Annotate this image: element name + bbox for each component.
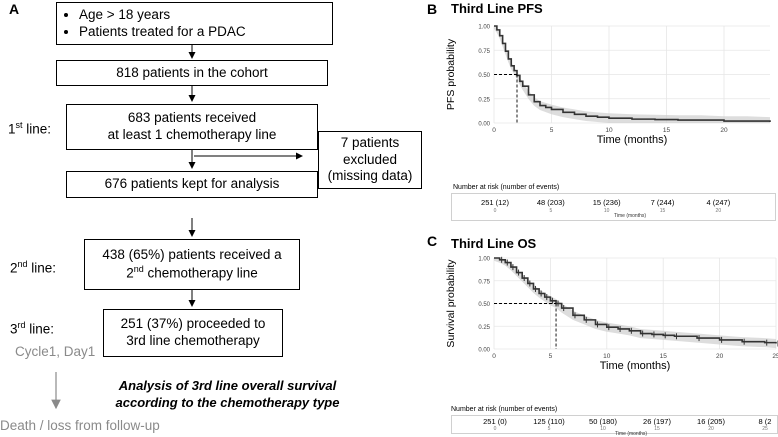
third-line-text-2: 3rd line chemotherapy [126, 333, 260, 348]
pfs-ytick-label: 0.00 [478, 122, 490, 128]
criteria-age: Age > 18 years [79, 7, 246, 24]
excluded-text-1: 7 patients [340, 134, 400, 150]
excluded-text-3: (missing data) [327, 168, 413, 184]
pfs-xtick-label: 15 [663, 127, 671, 134]
pfs-xtick-label: 5 [550, 127, 554, 134]
third-line-box: 251 (37%) proceeded to 3rd line chemothe… [103, 309, 283, 357]
os-risk-value: 125 (110) [533, 417, 565, 426]
os-chart: 0.00 0.25 0.50 0.75 1.00 0 5 10 15 20 25 Time (mont… [445, 257, 778, 372]
kept-box: 676 patients kept for analysis [66, 171, 318, 198]
panel-label-a: A [9, 1, 20, 17]
os-risk-title: Number at risk (number of events) [451, 406, 558, 413]
third-line-text-1: 251 (37%) proceeded to [120, 316, 266, 332]
os-risk-value: 251 (0) [483, 417, 507, 426]
os-ytick-label: 0.25 [478, 325, 490, 331]
pfs-ytick-label: 0.75 [478, 49, 490, 55]
os-risk-value: 16 (205) [697, 417, 725, 426]
pfs-risk-value: 15 (236) [592, 198, 621, 207]
os-xtick-label: 0 [492, 353, 496, 360]
pfs-ytick-label: 0.25 [478, 97, 490, 103]
pfs-xtick-label: 0 [492, 127, 496, 134]
first-line-label: 1st line: [8, 120, 52, 137]
os-risk-tick: 0 [493, 426, 497, 432]
os-xtick-label: 25 [772, 353, 778, 360]
pfs-ytick-label: 1.00 [478, 25, 490, 31]
pfs-risk-axis-label: Time (months) [614, 213, 647, 219]
os-km-curve [494, 257, 777, 344]
criteria-pdac: Patients treated for a PDAC [79, 24, 246, 41]
pfs-ytick-label: 0.50 [478, 73, 490, 79]
pfs-xtick-label: 20 [720, 127, 728, 134]
os-ytick-label: 0.50 [478, 302, 490, 308]
pfs-km-curve [494, 25, 771, 123]
received-text-2: at least 1 chemotherapy line [107, 127, 277, 142]
pfs-risk-value: 251 (12) [481, 198, 509, 207]
os-xlabel: Time (months) [600, 360, 671, 372]
analysis-label: Analysis of 3rd line overall survival ac… [115, 378, 340, 410]
cohort-text: 818 patients in the cohort [116, 64, 268, 80]
os-ytick-label: 0.00 [478, 348, 490, 354]
kept-text: 676 patients kept for analysis [104, 176, 280, 192]
cycle-label: Cycle1, Day1 [15, 344, 96, 359]
os-ylabel: Survival probability [445, 259, 457, 348]
pfs-risk-tick: 0 [493, 208, 497, 214]
os-risk-tick: 5 [547, 426, 551, 432]
os-ytick-label: 1.00 [478, 257, 490, 263]
os-ci-band [494, 258, 776, 349]
os-xtick-label: 5 [549, 353, 553, 360]
second-line-label: 2nd line: [10, 259, 57, 276]
pfs-xlabel: Time (months) [597, 134, 668, 146]
received-text-1: 683 patients received [127, 110, 257, 126]
pfs-risk-value: 48 (203) [536, 198, 565, 207]
pfs-risk-value: 7 (244) [650, 198, 675, 207]
pfs-xtick-label: 10 [605, 127, 613, 134]
pfs-risk-tick: 10 [603, 208, 610, 214]
second-line-text-1: 438 (65%) patients received a [102, 246, 282, 262]
pfs-risk-title: Number at risk (number of events) [453, 184, 560, 191]
pfs-risk-tick: 5 [549, 208, 553, 214]
pfs-risk-tick: 15 [659, 208, 666, 214]
pfs-ylabel: PFS probability [445, 38, 457, 110]
pfs-risk-table: 251 (12) 0 48 (203) 5 15 (236) 10 7 (244) 15 4 (… [451, 193, 776, 221]
excluded-text-2: excluded [342, 151, 398, 167]
cohort-box: 818 patients in the cohort [56, 60, 328, 86]
second-line-box: 438 (65%) patients received a 2nd chemot… [84, 239, 300, 290]
third-line-label: 3rd line: [10, 320, 55, 337]
pfs-risk-tick: 20 [715, 208, 722, 214]
criteria-box: Age > 18 years Patients treated for a PD… [56, 2, 333, 45]
os-xtick-label: 20 [716, 353, 724, 360]
os-risk-tick: 15 [654, 426, 660, 432]
os-risk-tick: 20 [708, 426, 714, 432]
os-risk-axis-label: Time (months) [615, 431, 648, 437]
os-risk-tick: 25 [762, 426, 768, 432]
os-ytick-label: 0.75 [478, 279, 490, 285]
pfs-chart: 0.00 0.25 0.50 0.75 1.00 0 5 10 15 20 Time (months… [445, 25, 771, 146]
os-risk-tick: 10 [600, 426, 606, 432]
pfs-risk-value: 4 (247) [706, 198, 731, 207]
pfs-title: Third Line PFS [451, 1, 543, 16]
panel-label-b: B [427, 1, 438, 17]
os-title: Third Line OS [451, 236, 537, 251]
os-risk-value: 50 (180) [589, 417, 617, 426]
excluded-box: 7 patients excluded (missing data) [318, 131, 422, 189]
panel-label-c: C [427, 233, 438, 249]
os-xtick-label: 15 [660, 353, 668, 360]
received-box: 683 patients received at least 1 chemoth… [66, 104, 318, 150]
os-xtick-label: 10 [603, 353, 611, 360]
os-risk-table: 251 (0) 0 125 (110) 5 50 (180) 10 26 (197) 15 16… [451, 415, 778, 437]
os-risk-value: 8 (2 [758, 417, 772, 426]
death-label: Death / loss from follow-up [0, 418, 160, 433]
flowchart-arrows [51, 45, 303, 410]
os-risk-value: 26 (197) [643, 417, 671, 426]
second-line-text-2: 2nd chemotherapy line [126, 263, 258, 281]
